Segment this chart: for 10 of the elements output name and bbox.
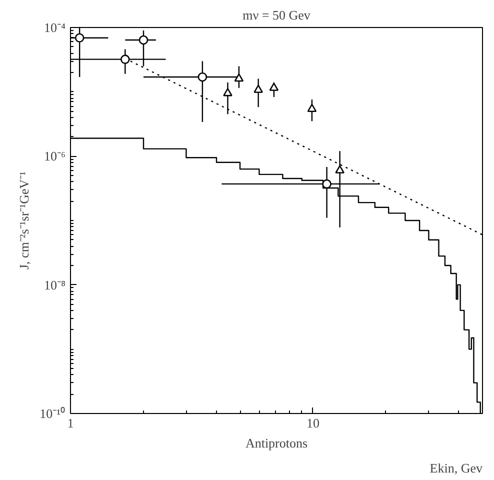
x-tick-label: 10 (306, 416, 320, 430)
chart-title: mν = 50 Gev (242, 8, 311, 22)
y-tick-label: 10⁻⁶ (44, 148, 66, 164)
y-axis-title: J, cm⁻²s⁻¹sr⁻¹GeV⁻¹ (16, 171, 32, 270)
y-tick-label: 10⁻¹⁰ (40, 406, 66, 421)
x-tick-label: 1 (67, 416, 74, 430)
x-axis-title: Antiprotons (245, 436, 308, 450)
text: Ekin, Gev (430, 460, 483, 476)
y-tick-label: 10⁻⁴ (44, 20, 66, 35)
y-tick-label: 10⁻⁸ (44, 277, 66, 292)
